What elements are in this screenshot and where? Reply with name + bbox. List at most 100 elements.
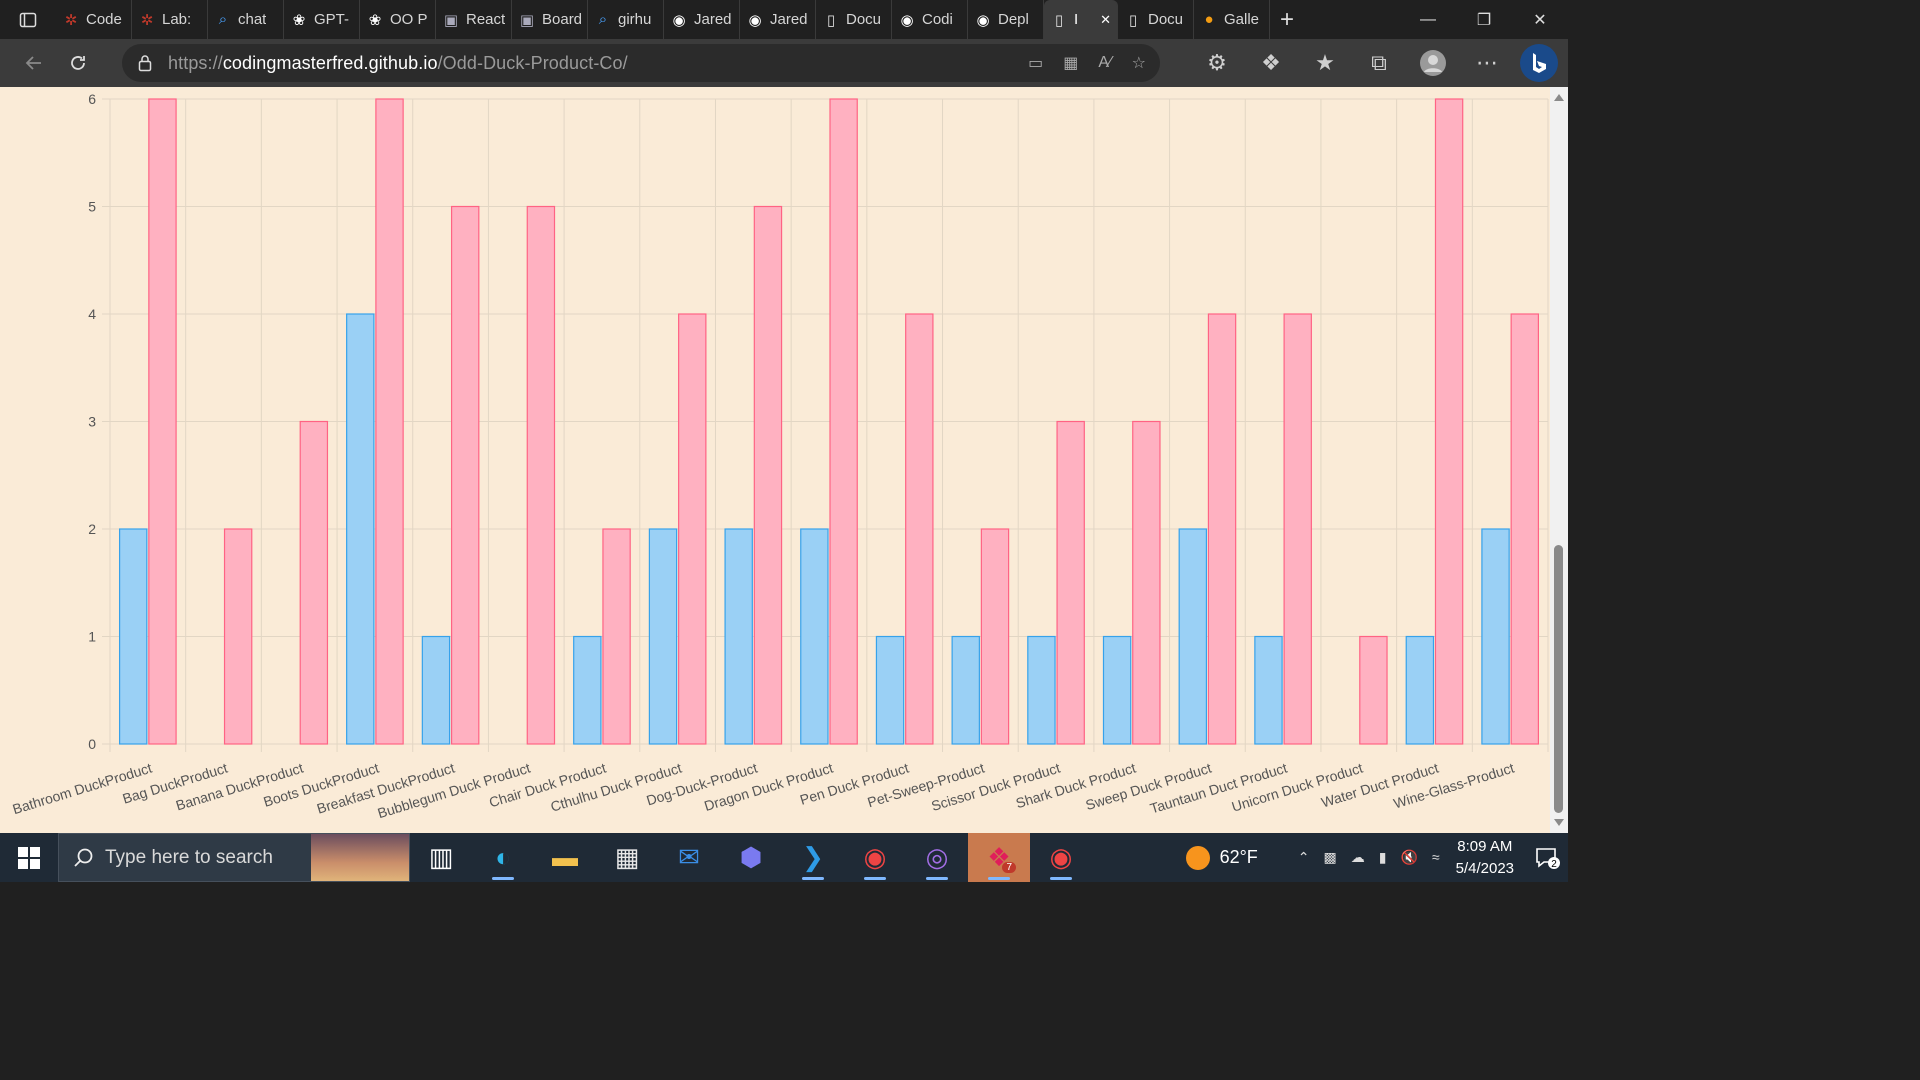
taskbar-app-github-desktop[interactable]: ◎ [906,833,968,882]
browser-tab[interactable]: ◉ Jared [664,0,740,39]
taskbar-app-microsoft-store[interactable]: ▦ [596,833,658,882]
profile-button[interactable] [1406,41,1460,85]
taskbar-app-task-view[interactable]: ▥ [410,833,472,882]
app-available-icon[interactable]: ▭ [1028,55,1044,72]
new-tab-button[interactable]: + [1279,5,1294,33]
browser-tab[interactable]: ✲ Lab: [132,0,208,39]
url-text[interactable]: https://codingmasterfred.github.io/Odd-D… [168,52,628,73]
openai-icon: ❀ [292,11,306,29]
back-button[interactable] [12,41,56,85]
browser-tab[interactable]: ◉ Depl [968,0,1044,39]
taskbar-app-slack[interactable]: ❖ 7 [968,833,1030,882]
bar-series-1 [346,313,375,745]
tab-title: OO P [390,11,428,28]
bar-series-2 [1359,635,1388,745]
taskbar-app-mail[interactable]: ✉ [658,833,720,882]
slack-badge: 7 [1002,862,1016,873]
browser-tab[interactable]: ▯ Docu [816,0,892,39]
address-bar[interactable]: https://codingmasterfred.github.io/Odd-D… [122,44,1160,82]
read-aloud-icon[interactable]: A⁄ [1098,54,1112,71]
page-scrollbar[interactable] [1550,87,1568,833]
y-tick-label: 3 [88,414,96,430]
notification-icon: 2 [1536,847,1560,870]
browser-tab[interactable]: ▣ React [436,0,512,39]
bar-series-1 [951,635,980,745]
bar-series-2 [1434,98,1464,745]
scroll-down-arrow-icon[interactable] [1554,819,1564,826]
bar-series-2 [905,313,934,745]
trello-icon: ▣ [519,11,535,29]
tab-title: Codi [922,11,953,28]
meet-now-icon[interactable]: ▩ [1323,849,1337,865]
favorites-button[interactable]: ★ [1298,41,1352,85]
lock-icon[interactable] [122,54,168,72]
taskbar-app-file-explorer[interactable]: ▬ [534,833,596,882]
taskbar-search-box[interactable]: Type here to search [58,833,410,882]
extensions-button[interactable]: ❖ [1244,41,1298,85]
browser-tab[interactable]: ▯ Docu [1118,0,1194,39]
bar-series-1 [724,528,753,745]
bar-series-1 [800,528,829,745]
browser-tab[interactable]: ▯ I ✕ [1044,0,1118,39]
windows-logo-icon [18,846,40,869]
settings-extension-button[interactable]: ⚙ [1190,41,1244,85]
browser-tab[interactable]: ◉ Jared [740,0,816,39]
bar-series-2 [148,98,177,745]
scroll-thumb[interactable] [1554,545,1563,813]
more-menu-button[interactable]: ⋯ [1460,41,1514,85]
taskbar-app-edge[interactable]: ◐ [472,833,534,882]
browser-tab[interactable]: ⌕ chat [208,0,284,39]
clock-date: 5/4/2023 [1455,859,1514,877]
browser-tab[interactable]: ● Galle [1194,0,1270,39]
bar-series-2 [980,528,1010,745]
battery-icon[interactable]: ▮ [1378,849,1387,865]
restore-button[interactable]: ❐ [1476,11,1492,29]
scroll-up-arrow-icon[interactable] [1554,94,1564,101]
close-tab-icon[interactable]: ✕ [1100,11,1111,27]
refresh-button[interactable] [56,41,100,85]
weather-widget[interactable]: 62°F [1185,845,1258,870]
taskbar-app-vscode[interactable]: ❯ [782,833,844,882]
power-automate-icon: ⬢ [739,842,763,872]
onedrive-cloud-icon[interactable]: ☁ [1350,849,1365,865]
volume-muted-icon[interactable]: 🔇 [1400,849,1418,865]
taskbar-app-power-automate[interactable]: ⬢ [720,833,782,882]
tab-title: I [1074,11,1079,28]
taskbar-app-chrome-profile-2[interactable]: ◉ [1030,833,1092,882]
minimize-button[interactable]: — [1420,10,1436,28]
bar-series-1 [1178,528,1208,745]
browser-tab[interactable]: ❀ GPT- [284,0,360,39]
start-button[interactable] [0,833,58,882]
show-hidden-icons-chevron-icon[interactable]: ⌃ [1297,849,1310,865]
edge-icon: ◐ [495,842,511,872]
tab-actions-button[interactable] [0,0,56,39]
tab-title: Galle [1224,11,1260,28]
browser-tab[interactable]: ❀ OO P [360,0,436,39]
bar-series-2 [223,528,253,745]
browser-tab[interactable]: ✲ Code [56,0,132,39]
apps-grid-icon[interactable]: ▦ [1063,55,1079,72]
document-icon: ▯ [826,11,836,29]
bar-series-2 [1132,420,1161,745]
search-icon: ⌕ [218,11,228,28]
file-explorer-icon: ▬ [552,842,578,872]
notification-center-button[interactable]: 2 [1528,846,1568,870]
browser-tab[interactable]: ▣ Board [512,0,588,39]
gear-icon: ⚙ [1207,50,1227,75]
browser-tab[interactable]: ◉ Codi [892,0,968,39]
svg-text:2: 2 [1551,859,1557,870]
puzzle-icon: ❖ [1261,50,1281,75]
tab-title: Docu [1148,11,1184,28]
close-window-button[interactable]: ✕ [1533,11,1547,29]
taskbar-app-chrome-profile[interactable]: ◉ [844,833,906,882]
bar-series-2 [602,528,631,745]
window-controls: — ❐ ✕ [1400,0,1568,39]
bing-chat-button[interactable] [1520,44,1558,82]
system-tray: 62°F ⌃ ▩ ☁ ▮ 🔇 ≈ 8:09 AM 5/4/2023 2 [1185,833,1568,882]
clock[interactable]: 8:09 AM 5/4/2023 [1456,836,1514,880]
favorite-star-icon[interactable]: ☆ [1131,55,1146,72]
wifi-icon[interactable]: ≈ [1431,849,1440,865]
collections-button[interactable]: ⧉ [1352,41,1406,85]
browser-tab[interactable]: ⌕ girhu [588,0,664,39]
refresh-icon [71,56,85,70]
